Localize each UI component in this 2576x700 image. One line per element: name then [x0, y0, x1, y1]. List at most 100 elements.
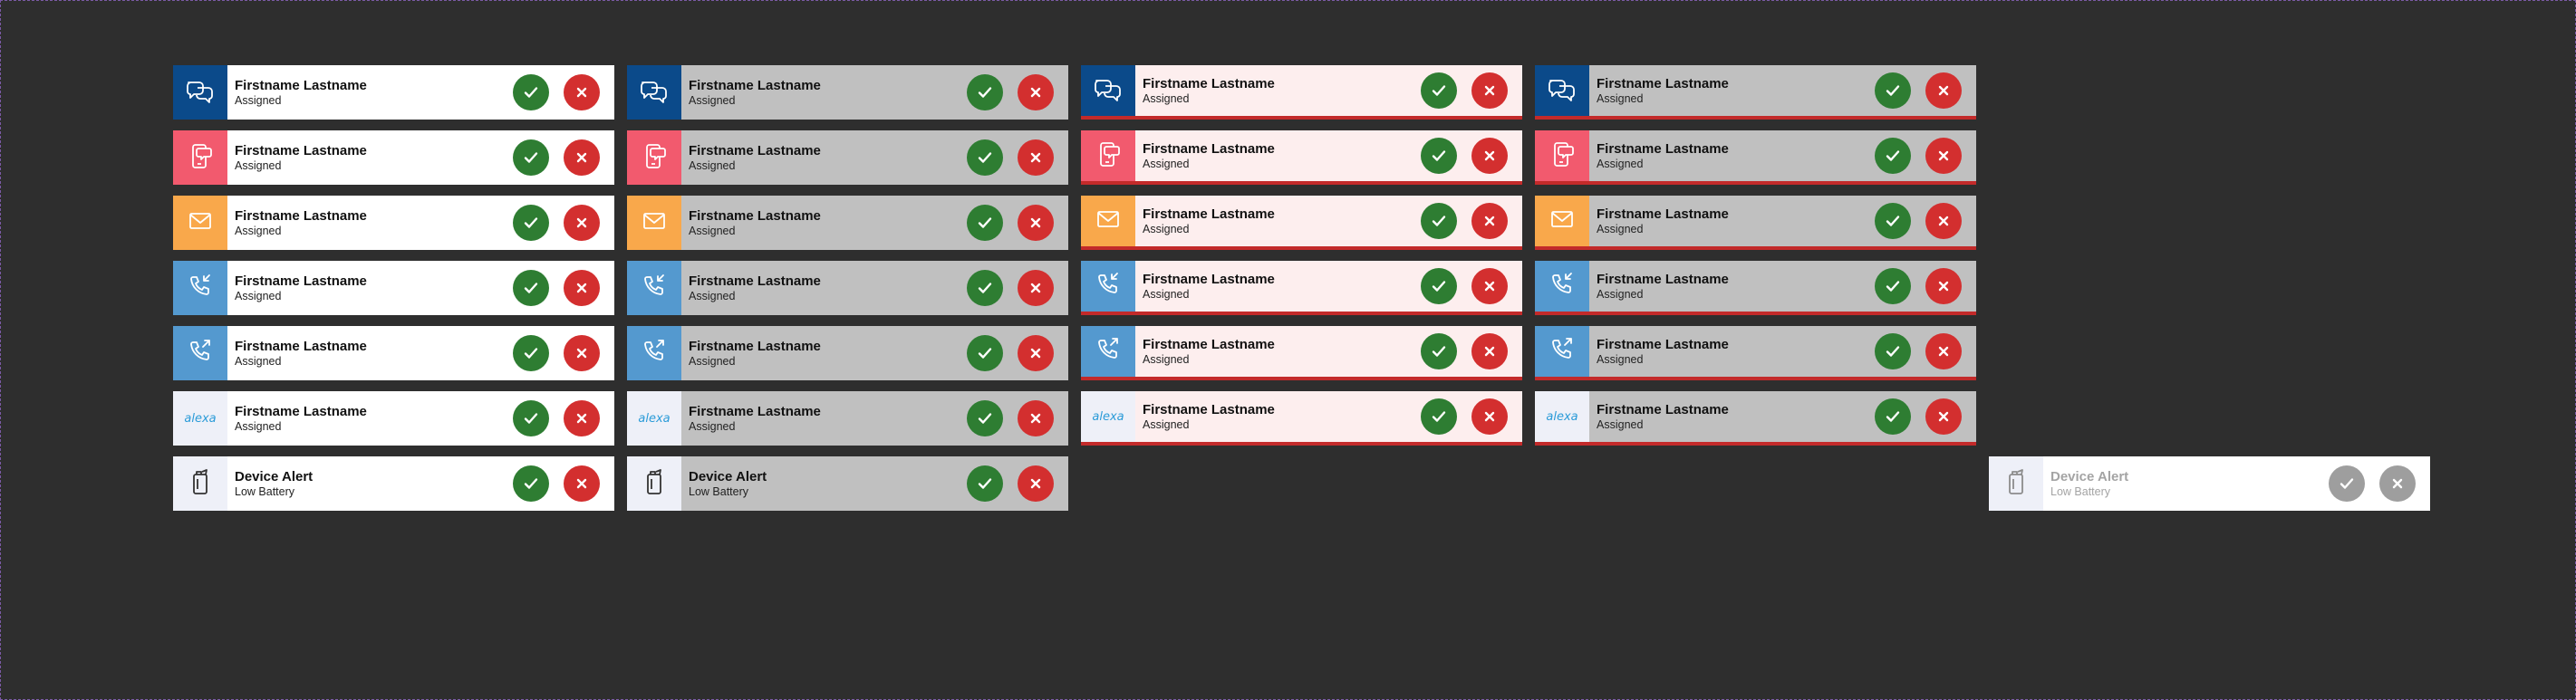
- card-actions: [1421, 196, 1522, 246]
- notification-card-default-call-in[interactable]: Firstname Lastname Assigned: [173, 261, 614, 315]
- notification-card-urgent-selected-alexa[interactable]: alexa Firstname Lastname Assigned: [1535, 391, 1976, 446]
- notification-card-default-chat[interactable]: Firstname Lastname Assigned: [173, 65, 614, 120]
- notification-card-disabled-device[interactable]: Device Alert Low Battery: [1989, 456, 2430, 511]
- accept-button[interactable]: [1421, 333, 1457, 369]
- accept-button[interactable]: [1875, 72, 1911, 109]
- accept-button[interactable]: [1875, 138, 1911, 174]
- accept-button[interactable]: [513, 465, 549, 502]
- accept-button[interactable]: [1421, 72, 1457, 109]
- accept-button[interactable]: [967, 205, 1003, 241]
- reject-button[interactable]: [1018, 74, 1054, 110]
- reject-button[interactable]: [564, 205, 600, 241]
- reject-button[interactable]: [564, 335, 600, 371]
- channel-icon-box: [627, 261, 681, 315]
- notification-card-selected-call-out[interactable]: Firstname Lastname Assigned: [627, 326, 1068, 380]
- close-icon: [1934, 147, 1953, 165]
- accept-button[interactable]: [1421, 138, 1457, 174]
- card-subtitle: Low Battery: [2050, 484, 2111, 498]
- checkmark-icon: [522, 149, 540, 167]
- card-actions: [1421, 261, 1522, 312]
- accept-button[interactable]: [513, 400, 549, 436]
- accept-button[interactable]: [513, 74, 549, 110]
- accept-button[interactable]: [1421, 268, 1457, 304]
- close-icon: [1027, 83, 1045, 101]
- card-title: Firstname Lastname: [1143, 75, 1275, 91]
- accept-button[interactable]: [1421, 398, 1457, 435]
- notification-card-urgent-sms[interactable]: Firstname Lastname Assigned: [1081, 130, 1522, 185]
- notification-card-default-call-out[interactable]: Firstname Lastname Assigned: [173, 326, 614, 380]
- card-title: Firstname Lastname: [689, 207, 821, 224]
- accept-button[interactable]: [967, 335, 1003, 371]
- accept-button[interactable]: [967, 465, 1003, 502]
- notification-card-urgent-email[interactable]: Firstname Lastname Assigned: [1081, 196, 1522, 250]
- card-title: Firstname Lastname: [1143, 271, 1275, 287]
- notification-card-selected-alexa[interactable]: alexa Firstname Lastname Assigned: [627, 391, 1068, 446]
- reject-button[interactable]: [1018, 465, 1054, 502]
- channel-icon-box: [1535, 326, 1589, 377]
- reject-button[interactable]: [1018, 335, 1054, 371]
- card-text: Firstname Lastname Assigned: [681, 196, 967, 250]
- notification-card-urgent-selected-chat[interactable]: Firstname Lastname Assigned: [1535, 65, 1976, 120]
- card-actions: [967, 326, 1068, 380]
- accept-button[interactable]: [513, 270, 549, 306]
- reject-button[interactable]: [1018, 270, 1054, 306]
- accept-button[interactable]: [1875, 398, 1911, 435]
- notification-card-urgent-selected-call-in[interactable]: Firstname Lastname Assigned: [1535, 261, 1976, 315]
- notification-card-default-device[interactable]: Device Alert Low Battery: [173, 456, 614, 511]
- accept-button[interactable]: [1875, 203, 1911, 239]
- reject-button[interactable]: [1471, 268, 1508, 304]
- notification-card-selected-sms[interactable]: Firstname Lastname Assigned: [627, 130, 1068, 185]
- notification-card-selected-email[interactable]: Firstname Lastname Assigned: [627, 196, 1068, 250]
- accept-button[interactable]: [513, 139, 549, 176]
- accept-button[interactable]: [513, 205, 549, 241]
- reject-button[interactable]: [1925, 138, 1962, 174]
- accept-button[interactable]: [513, 335, 549, 371]
- notification-card-urgent-call-out[interactable]: Firstname Lastname Assigned: [1081, 326, 1522, 380]
- reject-button[interactable]: [1471, 72, 1508, 109]
- reject-button[interactable]: [1471, 398, 1508, 435]
- accept-button[interactable]: [967, 74, 1003, 110]
- accept-button[interactable]: [1421, 203, 1457, 239]
- notification-card-urgent-chat[interactable]: Firstname Lastname Assigned: [1081, 65, 1522, 120]
- reject-button[interactable]: [1018, 139, 1054, 176]
- reject-button[interactable]: [1471, 203, 1508, 239]
- notification-card-selected-call-in[interactable]: Firstname Lastname Assigned: [627, 261, 1068, 315]
- notification-card-urgent-call-in[interactable]: Firstname Lastname Assigned: [1081, 261, 1522, 315]
- accept-button[interactable]: [967, 139, 1003, 176]
- reject-button[interactable]: [564, 400, 600, 436]
- reject-button[interactable]: [1925, 268, 1962, 304]
- reject-button[interactable]: [1925, 398, 1962, 435]
- accept-button[interactable]: [1875, 333, 1911, 369]
- card-subtitle: Assigned: [1143, 157, 1190, 170]
- checkmark-icon: [976, 214, 994, 232]
- card-text: Firstname Lastname Assigned: [1135, 326, 1421, 377]
- notification-card-urgent-selected-call-out[interactable]: Firstname Lastname Assigned: [1535, 326, 1976, 380]
- notification-card-urgent-selected-sms[interactable]: Firstname Lastname Assigned: [1535, 130, 1976, 185]
- reject-button[interactable]: [1925, 203, 1962, 239]
- notification-card-urgent-selected-email[interactable]: Firstname Lastname Assigned: [1535, 196, 1976, 250]
- accept-button[interactable]: [1875, 268, 1911, 304]
- notification-card-default-sms[interactable]: Firstname Lastname Assigned: [173, 130, 614, 185]
- accept-button[interactable]: [967, 270, 1003, 306]
- notification-card-selected-chat[interactable]: Firstname Lastname Assigned: [627, 65, 1068, 120]
- reject-button[interactable]: [1471, 138, 1508, 174]
- reject-button[interactable]: [1018, 205, 1054, 241]
- reject-button[interactable]: [1018, 400, 1054, 436]
- card-text: Firstname Lastname Assigned: [227, 196, 513, 250]
- reject-button[interactable]: [1471, 333, 1508, 369]
- accept-button[interactable]: [967, 400, 1003, 436]
- reject-button[interactable]: [564, 74, 600, 110]
- checkmark-icon: [976, 149, 994, 167]
- notification-card-selected-device[interactable]: Device Alert Low Battery: [627, 456, 1068, 511]
- reject-button[interactable]: [564, 270, 600, 306]
- reject-button[interactable]: [1925, 72, 1962, 109]
- close-icon: [1481, 277, 1499, 295]
- channel-icon-box: [627, 130, 681, 185]
- reject-button[interactable]: [564, 465, 600, 502]
- notification-card-urgent-alexa[interactable]: alexa Firstname Lastname Assigned: [1081, 391, 1522, 446]
- notification-card-default-email[interactable]: Firstname Lastname Assigned: [173, 196, 614, 250]
- notification-card-default-alexa[interactable]: alexa Firstname Lastname Assigned: [173, 391, 614, 446]
- reject-button[interactable]: [564, 139, 600, 176]
- channel-icon-box: [173, 456, 227, 511]
- reject-button[interactable]: [1925, 333, 1962, 369]
